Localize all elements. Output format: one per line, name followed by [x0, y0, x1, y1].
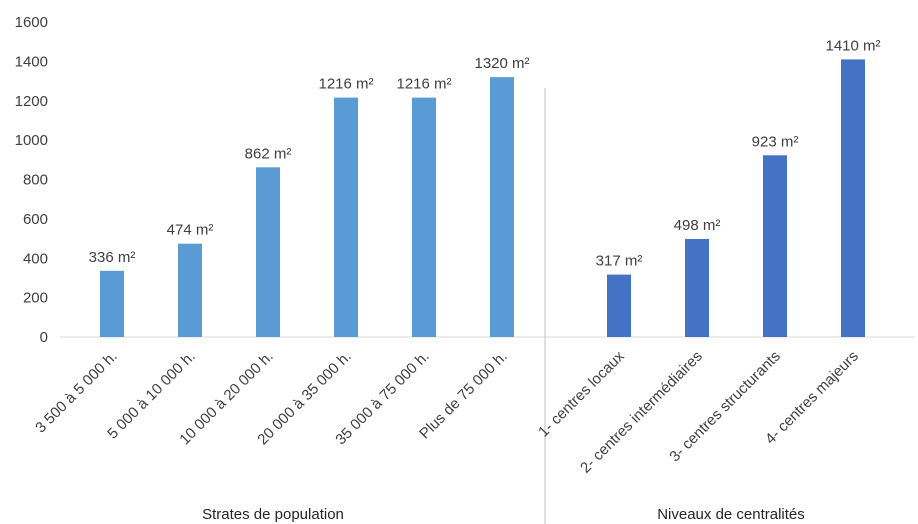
- data-label: 498 m²: [674, 217, 721, 234]
- bar: [607, 274, 631, 337]
- data-label: 474 m²: [167, 222, 214, 239]
- data-label: 1216 m²: [318, 76, 373, 93]
- bar: [100, 270, 124, 337]
- x-tick-label: 3 500 à 5 000 h.: [32, 348, 121, 437]
- bar: [685, 238, 709, 337]
- data-label: 1410 m²: [825, 37, 880, 54]
- y-tick-label: 1000: [15, 132, 48, 149]
- data-label: 923 m²: [752, 133, 799, 150]
- y-tick-label: 800: [23, 172, 48, 189]
- y-tick-label: 1200: [15, 93, 48, 110]
- bars: [100, 59, 865, 337]
- group-label-population: Strates de population: [202, 506, 344, 523]
- data-labels: 336 m² 474 m² 862 m² 1216 m² 1216 m² 1320 m² 3…: [89, 37, 881, 269]
- group-label-centralites: Niveaux de centralités: [657, 506, 805, 523]
- y-tick-label: 1600: [15, 14, 48, 31]
- x-tick-labels: 3 500 à 5 000 h.5 000 à 10 000 h.10 000 …: [32, 347, 862, 476]
- y-tick-label: 600: [23, 211, 48, 228]
- y-axis: 0 200 400 600 800 1000 1200 1400 1600: [15, 14, 48, 346]
- bar: [763, 155, 787, 337]
- y-tick-label: 1400: [15, 53, 48, 70]
- bar: [841, 59, 865, 337]
- data-label: 317 m²: [596, 253, 643, 270]
- y-tick-label: 200: [23, 290, 48, 307]
- y-tick-label: 0: [40, 329, 48, 346]
- bar: [256, 167, 280, 337]
- data-label: 1320 m²: [474, 55, 529, 72]
- data-label: 1216 m²: [396, 76, 451, 93]
- bar: [412, 97, 436, 337]
- y-tick-label: 400: [23, 250, 48, 267]
- bar: [490, 77, 514, 337]
- bar: [334, 97, 358, 337]
- data-label: 862 m²: [245, 145, 292, 162]
- data-label: 336 m²: [89, 249, 136, 266]
- bar: [178, 243, 202, 337]
